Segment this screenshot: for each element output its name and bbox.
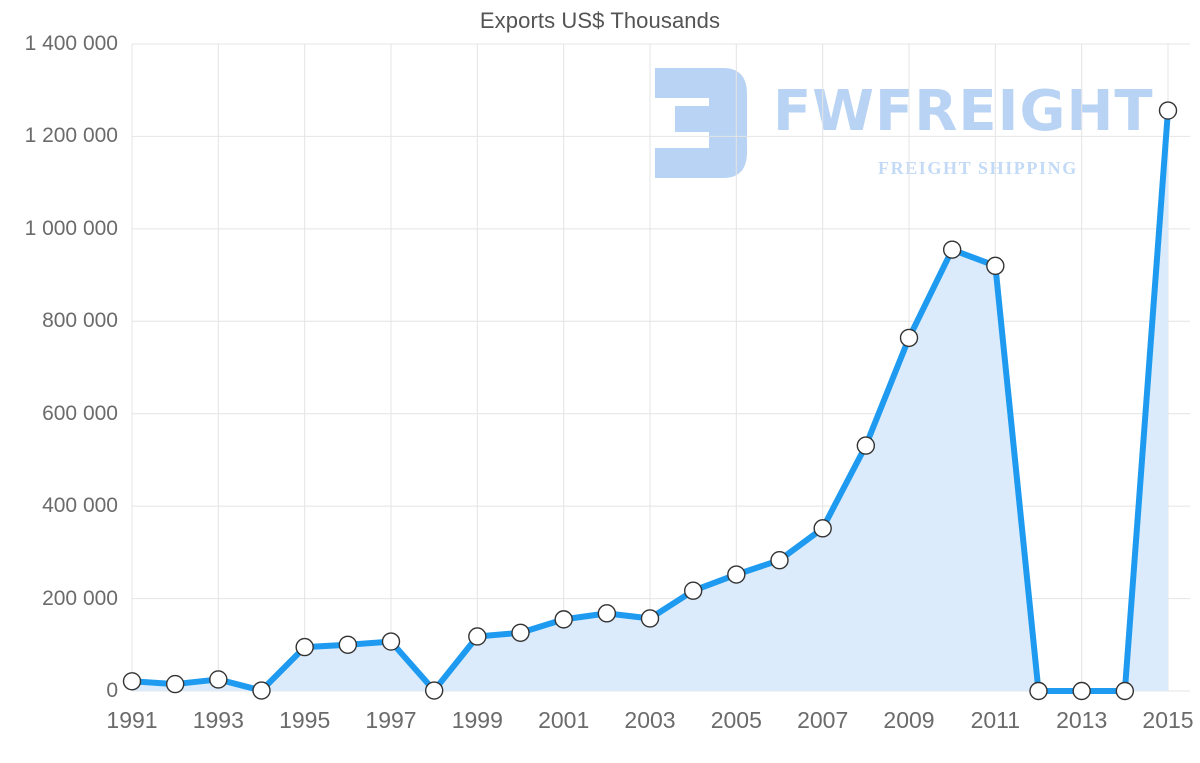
- x-axis-tick-label: 2001: [538, 707, 590, 733]
- data-point-marker[interactable]: [813, 519, 832, 538]
- area-fill: [132, 110, 1168, 692]
- x-axis-tick-label: 2009: [883, 707, 935, 733]
- x-axis-tick-label: 2005: [710, 707, 762, 733]
- chart-title: Exports US$ Thousands: [479, 8, 721, 33]
- data-point-marker[interactable]: [856, 436, 876, 455]
- data-point-marker[interactable]: [252, 681, 271, 700]
- data-point-marker[interactable]: [1115, 681, 1135, 701]
- data-point-marker[interactable]: [468, 627, 487, 646]
- x-axis-tick-label: 1995: [279, 707, 331, 733]
- y-axis-tick-label: 1 400 000: [24, 32, 118, 55]
- data-point-marker[interactable]: [899, 328, 919, 348]
- x-axis-tick-label: 2013: [1056, 707, 1108, 733]
- data-point-marker[interactable]: [1072, 681, 1091, 701]
- data-point-marker[interactable]: [338, 635, 358, 654]
- y-axis-tick-label: 400 000: [42, 494, 118, 518]
- data-point-markers: [122, 101, 1178, 701]
- data-point-marker[interactable]: [165, 674, 185, 694]
- x-axis-tick-label: 2003: [624, 707, 676, 733]
- data-point-marker[interactable]: [770, 551, 789, 570]
- data-point-marker[interactable]: [295, 637, 314, 657]
- y-axis-tick-label: 0: [106, 679, 118, 702]
- data-point-marker[interactable]: [727, 565, 746, 584]
- x-axis-tick-label: 2015: [1142, 707, 1194, 733]
- x-axis-tick-label: 1999: [451, 707, 503, 733]
- data-point-marker[interactable]: [597, 604, 617, 623]
- data-point-marker[interactable]: [424, 681, 444, 700]
- y-axis-tick-label: 1 200 000: [24, 124, 118, 148]
- y-axis-tick-label: 800 000: [42, 309, 118, 333]
- data-point-marker[interactable]: [942, 240, 962, 259]
- data-point-marker[interactable]: [986, 256, 1005, 276]
- data-point-marker[interactable]: [683, 581, 703, 600]
- y-axis-tick-label: 1 000 000: [24, 216, 118, 240]
- data-point-marker[interactable]: [122, 672, 142, 691]
- y-axis-tick-label: 600 000: [42, 401, 118, 425]
- x-axis-tick-label: 2007: [797, 707, 849, 733]
- data-point-marker[interactable]: [381, 632, 401, 651]
- data-point-marker[interactable]: [511, 623, 530, 642]
- x-axis-tick-label: 1991: [106, 707, 158, 733]
- x-axis-tick-label: 1997: [365, 707, 417, 733]
- data-point-marker[interactable]: [1158, 101, 1178, 120]
- x-axis-tick-label: 1993: [192, 707, 244, 733]
- x-axis-tick-label: 2011: [970, 707, 1021, 733]
- y-axis-tick-label: 200 000: [42, 586, 118, 610]
- data-point-marker[interactable]: [640, 609, 660, 628]
- data-point-marker[interactable]: [1029, 681, 1048, 701]
- data-point-marker[interactable]: [554, 610, 573, 629]
- data-point-marker[interactable]: [209, 670, 228, 689]
